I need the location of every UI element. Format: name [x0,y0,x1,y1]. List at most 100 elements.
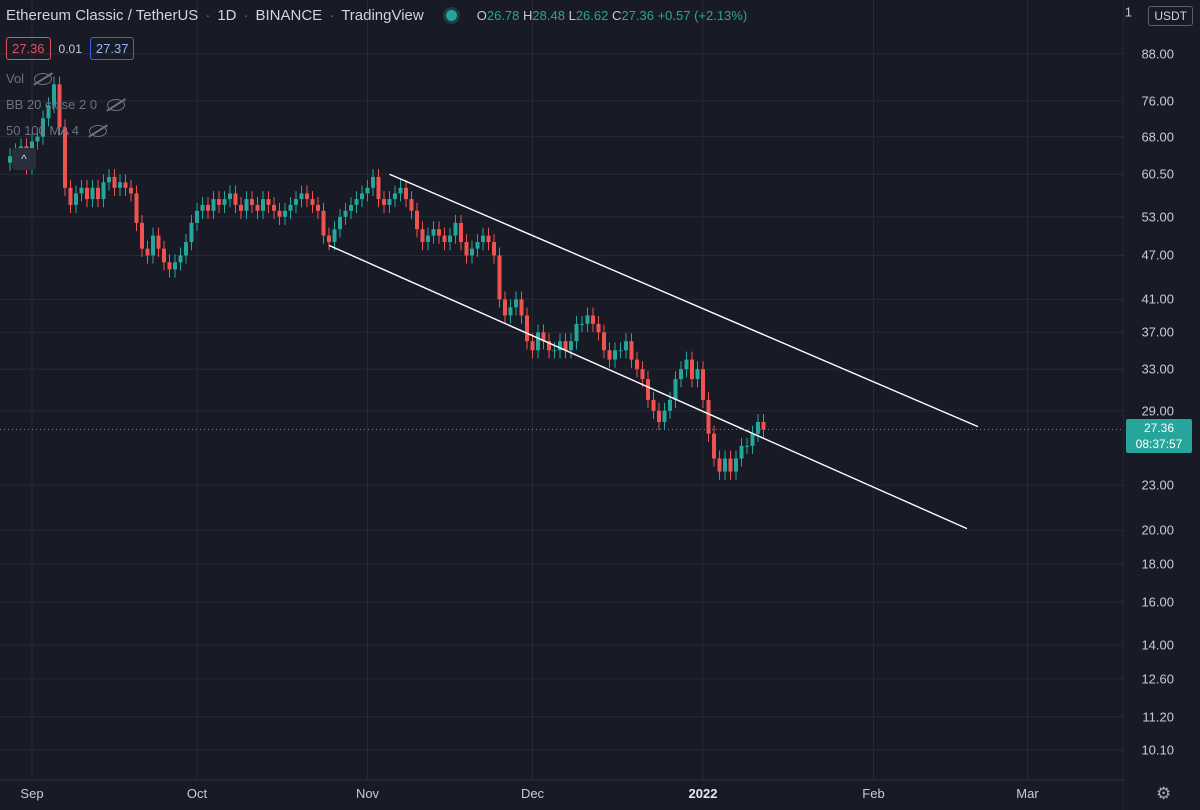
candle-body [596,323,601,333]
sell-button[interactable]: 27.36 [6,37,51,60]
indicator-bb-label: BB 20 close 2 0 [6,97,98,112]
candle-body [283,210,287,217]
chevron-up-icon[interactable]: ^ [12,148,36,170]
candle-body [162,248,166,263]
low-label: L [568,8,576,23]
candle-body [552,350,557,352]
spread-value: 0.01 [58,41,82,56]
candle-body [536,332,540,351]
candle-body [635,359,639,370]
indicator-bb[interactable]: BB 20 close 2 0 [6,97,126,112]
candle-body [338,216,342,230]
low-value: 26.62 [575,8,609,23]
candle-body [217,199,221,205]
candle-body [371,176,375,188]
candle-body [431,229,436,236]
candle-body [459,222,463,243]
candle-body [74,193,78,205]
high-label: H [523,8,533,23]
candle-body [750,433,755,446]
y-tick-label: 29.00 [1141,403,1174,419]
eye-hidden-icon[interactable] [107,98,126,111]
ohlc-readout: O26.78 H28.48 L26.62 C27.36 +0.57 (+2.13… [477,8,747,23]
candle-body [426,235,430,243]
candle-body [503,299,507,316]
settings-gear-icon[interactable]: ⚙ [1156,784,1172,803]
candle-body [173,262,177,270]
candle-body [569,341,573,351]
eye-hidden-icon[interactable] [34,72,53,85]
candle-body [239,204,243,211]
x-tick-label: Feb [862,786,885,801]
candle-body [349,204,353,211]
currency-button[interactable]: USDT [1148,6,1193,26]
candle-body [739,445,744,459]
candle-body [310,199,315,205]
candle-body [464,242,469,256]
candle-body [211,199,216,211]
candle-body [701,369,705,400]
eye-hidden-icon[interactable] [89,124,107,137]
y-tick-label: 23.00 [1141,477,1174,493]
candle-body [233,193,238,205]
candle-body [343,210,348,217]
y-tick-label: 53.00 [1141,209,1174,225]
candle-body [563,341,568,351]
candle-body [305,193,309,200]
candle-body [178,255,183,263]
candle-body [327,235,331,243]
x-tick-label: Mar [1016,786,1039,801]
y-tick-label: 41.00 [1141,291,1174,307]
y-tick-label: 18.00 [1141,556,1174,572]
countdown-value: 08:37:57 [1135,437,1183,452]
candle-body [57,84,62,128]
candle-body [525,315,529,342]
last-price-value: 27.36 [1143,421,1175,436]
candle-body [574,323,579,342]
candle-body [206,204,210,211]
candle-body [96,187,100,200]
x-tick-label: Oct [186,786,208,801]
x-tick-label: Nov [355,786,380,801]
candle-body [261,199,265,211]
candle-body [673,379,678,400]
candle-body [134,193,139,223]
candle-body [519,299,524,316]
y-tick-label: 68.00 [1141,129,1174,145]
y-tick-label: 11.20 [1142,709,1174,725]
candle-body [107,176,111,183]
candle-body [118,182,122,188]
candle-body [382,199,386,205]
candle-body [580,323,584,325]
y-tick-label: 20.00 [1141,522,1174,538]
candle-body [761,422,766,430]
price-box: 27.36 0.01 27.37 [6,37,135,60]
candle-body [613,350,617,360]
candle-body [475,242,480,249]
source-label: TradingView [341,7,424,24]
candle-body [651,399,656,411]
x-tick-label: Sep [20,786,44,801]
indicator-vol[interactable]: Vol [6,71,53,86]
candle-body [332,229,337,243]
candle-body [266,199,271,205]
interval-label[interactable]: 1D [217,7,237,24]
candle-body [101,182,106,200]
y-tick-label: 60.50 [1141,166,1174,182]
candle-body [662,410,667,423]
candle-body [85,187,89,200]
y-tick-label: 47.00 [1141,247,1174,263]
symbol-title[interactable]: Ethereum Classic / TetherUS [6,7,199,24]
price-axis[interactable]: 88.00 76.00 68.00 60.50 53.00 47.00 41.00 37.00… [1124,0,1200,810]
candle-body [156,235,161,249]
candle-body [294,199,298,205]
open-label: O [476,8,487,23]
candle-body [497,255,502,300]
indicator-ma[interactable]: 50 100 MA 4 [6,123,107,138]
candle-body [195,210,199,223]
buy-button[interactable]: 27.37 [89,37,135,60]
candle-body [541,332,546,342]
open-value: 26.78 [486,8,520,23]
y-tick-label-partial: 1 [1124,4,1132,20]
